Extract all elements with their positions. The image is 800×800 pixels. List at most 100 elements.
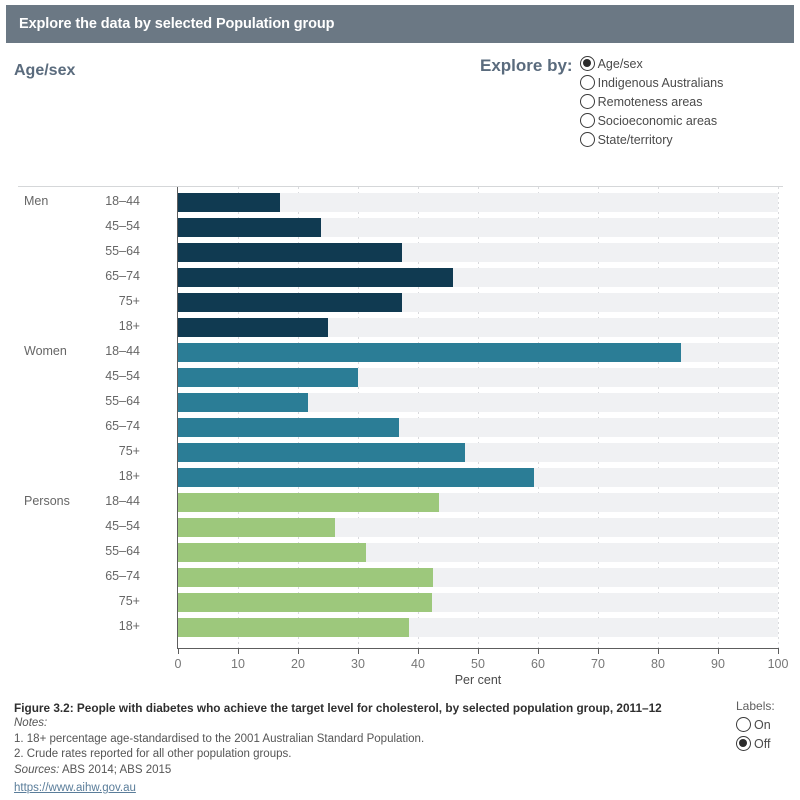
x-axis-tick: [478, 649, 479, 654]
row-category-label: 45–54: [105, 519, 140, 533]
radio-unselected-icon[interactable]: [579, 75, 595, 90]
x-axis-tick-label: 10: [231, 657, 245, 671]
chart-row: 65–74: [0, 265, 800, 290]
x-axis-tick-label: 20: [291, 657, 305, 671]
bar[interactable]: [178, 468, 534, 487]
bar[interactable]: [178, 393, 309, 412]
chart-row: 55–64: [0, 390, 800, 415]
page-title: Explore the data by selected Population …: [19, 16, 335, 32]
labels-toggle-title: Labels:: [736, 699, 775, 713]
row-category-label: 65–74: [105, 419, 140, 433]
sources-label: Sources:: [14, 763, 60, 776]
bar[interactable]: [178, 293, 402, 312]
bar[interactable]: [178, 618, 409, 637]
radio-selected-icon[interactable]: [579, 56, 595, 71]
bar[interactable]: [178, 318, 328, 337]
note-2: 2. Crude rates reported for all other po…: [14, 748, 292, 760]
gridline: [298, 187, 299, 648]
figure-footer: Figure 3.2: People with diabetes who ach…: [14, 700, 704, 797]
x-axis-tick: [658, 649, 659, 654]
source-url-link[interactable]: https://www.aihw.gov.au: [14, 782, 136, 794]
chart-row: Women 18–44: [0, 340, 800, 365]
x-axis-title: Per cent: [454, 673, 502, 687]
gridline: [598, 187, 599, 648]
bar-track: [178, 268, 778, 287]
radio-unselected-icon[interactable]: [579, 132, 595, 147]
bar[interactable]: [178, 493, 439, 512]
chart-row: 65–74: [0, 565, 800, 590]
bar[interactable]: [178, 443, 465, 462]
labels-radio-list: On Off: [736, 715, 775, 753]
gridline: [538, 187, 539, 648]
explore-by-option-2[interactable]: Remoteness areas: [579, 92, 724, 111]
chart-row: 55–64: [0, 240, 800, 265]
chart-row: 18+: [0, 615, 800, 640]
explore-by-option-4[interactable]: State/territory: [579, 130, 724, 149]
chart-row: 45–54: [0, 515, 800, 540]
row-category-label: 45–54: [105, 219, 140, 233]
chart-row: 65–74: [0, 415, 800, 440]
bar-track: [178, 343, 778, 362]
bar[interactable]: [178, 193, 280, 212]
x-axis-tick: [718, 649, 719, 654]
bar[interactable]: [178, 243, 402, 262]
radio-selected-icon[interactable]: [736, 736, 751, 751]
row-category-label: 55–64: [105, 394, 140, 408]
chart-row: 75+: [0, 440, 800, 465]
gridline: [778, 187, 779, 648]
row-category-label: 55–64: [105, 244, 140, 258]
bar-track: [178, 493, 778, 512]
bar-track: [178, 443, 778, 462]
chart-row: 45–54: [0, 365, 800, 390]
x-axis-tick-label: 40: [411, 657, 425, 671]
bar[interactable]: [178, 268, 453, 287]
x-axis-tick: [778, 649, 779, 654]
chart-top-rule: [18, 186, 783, 187]
bar[interactable]: [178, 218, 321, 237]
radio-unselected-icon[interactable]: [579, 94, 595, 109]
x-axis-tick-label: 90: [711, 657, 725, 671]
x-axis-tick-label: 80: [651, 657, 665, 671]
bar-track: [178, 293, 778, 312]
labels-option-0[interactable]: On: [736, 715, 775, 734]
x-axis-tick: [358, 649, 359, 654]
bar-track: [178, 418, 778, 437]
bar-track: [178, 243, 778, 262]
bar-track: [178, 368, 778, 387]
row-group-label: Women: [24, 344, 67, 358]
bar[interactable]: [178, 568, 433, 587]
gridline: [658, 187, 659, 648]
explore-by-option-0[interactable]: Age/sex: [579, 54, 724, 73]
radio-unselected-icon[interactable]: [736, 717, 751, 732]
row-category-label: 18–44: [105, 194, 140, 208]
x-axis-tick-label: 0: [174, 657, 182, 671]
notes-heading: Notes:: [14, 717, 48, 729]
radio-unselected-icon[interactable]: [579, 113, 595, 128]
bar-track: [178, 518, 778, 537]
explore-by-label: Explore by:: [480, 56, 573, 75]
bar[interactable]: [178, 593, 432, 612]
row-category-label: 18–44: [105, 344, 140, 358]
population-group-subtitle: Age/sex: [14, 62, 76, 79]
bar[interactable]: [178, 543, 366, 562]
explore-by-option-1[interactable]: Indigenous Australians: [579, 73, 723, 92]
x-axis-tick-label: 50: [471, 657, 485, 671]
x-axis-tick: [598, 649, 599, 654]
bar[interactable]: [178, 343, 681, 362]
chart-row: 75+: [0, 590, 800, 615]
x-axis-tick: [238, 649, 239, 654]
bar[interactable]: [178, 368, 358, 387]
explore-by-option-label: Socioeconomic areas: [597, 113, 718, 128]
explore-by-option-label: Age/sex: [597, 56, 643, 71]
gridline: [718, 187, 719, 648]
row-category-label: 65–74: [105, 269, 140, 283]
labels-option-1[interactable]: Off: [736, 734, 775, 753]
bar[interactable]: [178, 418, 399, 437]
explore-by-option-label: State/territory: [597, 132, 673, 147]
chart-row: Persons 18–44: [0, 490, 800, 515]
explore-by-option-3[interactable]: Socioeconomic areas: [579, 111, 724, 130]
bar[interactable]: [178, 518, 336, 537]
gridline: [238, 187, 239, 648]
row-category-label: 18+: [118, 619, 140, 633]
row-category-label: 55–64: [105, 544, 140, 558]
